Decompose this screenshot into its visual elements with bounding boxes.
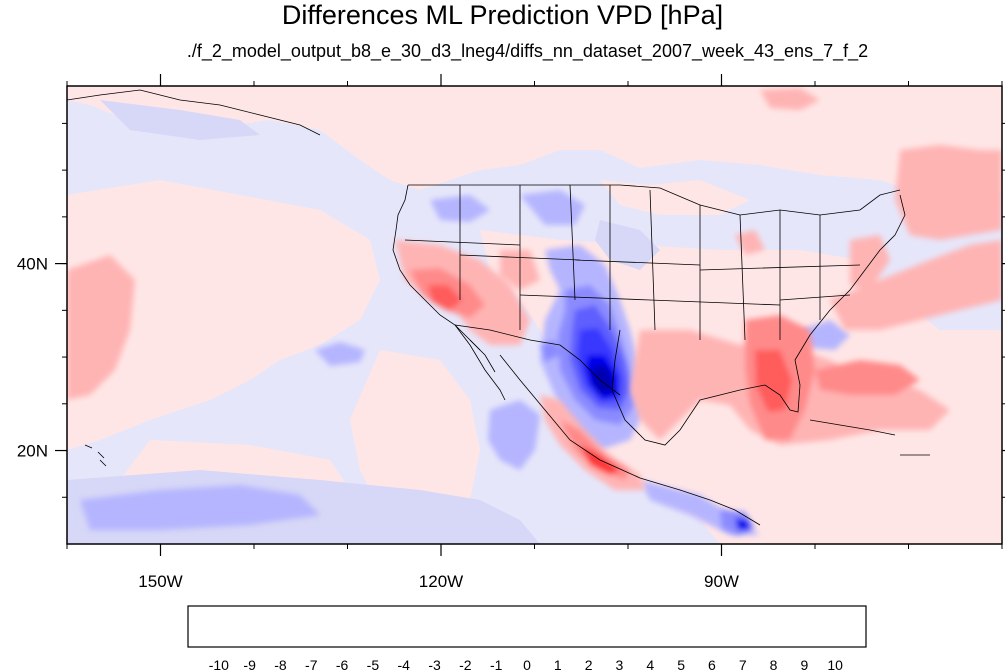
colorbar-label: 9	[800, 657, 808, 672]
colorbar-label: -5	[367, 657, 380, 672]
colorbar-label: 8	[770, 657, 778, 672]
field-warm-anomalies	[67, 88, 1002, 490]
field-cold-spot-central-america	[720, 510, 755, 535]
colorbar-label: 1	[554, 657, 562, 672]
lat-tick-label: 40N	[17, 255, 48, 274]
lon-tick-label: 120W	[419, 572, 463, 591]
coastlines-borders	[67, 89, 930, 526]
lon-ticks: 150W 120W 90W	[66, 74, 1003, 591]
field-cold-anomaly	[540, 245, 645, 450]
colorbar-label: 3	[616, 657, 624, 672]
colorbar-label: 6	[708, 657, 716, 672]
colorbar-label: -7	[305, 657, 318, 672]
colorbar-label: -10	[209, 657, 229, 672]
colorbar-label: -9	[243, 657, 256, 672]
colorbar-label: -8	[274, 657, 287, 672]
lat-ticks: 40N 20N	[17, 122, 1005, 498]
colorbar-label: -3	[428, 657, 441, 672]
colorbar-label: 0	[523, 657, 531, 672]
colorbar-label: -1	[490, 657, 503, 672]
colorbar-label: 7	[739, 657, 747, 672]
colorbar-label: -2	[459, 657, 472, 672]
lat-tick-label: 20N	[17, 442, 48, 461]
colorbar-label: 5	[677, 657, 685, 672]
colorbar-label: -4	[398, 657, 411, 672]
colorbar-label: 2	[585, 657, 593, 672]
colorbar: -10 -9 -8 -7 -6 -5 -4 -3 -2 -1 0 1 2 3 4 5 6 7 8 9 10	[187, 605, 867, 672]
map-title: Differences ML Prediction VPD [hPa]	[281, 0, 724, 30]
map-subtitle: ./f_2_model_output_b8_e_30_d3_lneg4/diff…	[186, 41, 869, 61]
colorbar-frame	[187, 605, 867, 648]
colorbar-label: -6	[336, 657, 349, 672]
map-field	[67, 86, 1002, 544]
colorbar-label: 10	[827, 657, 843, 672]
lon-tick-label: 150W	[138, 572, 182, 591]
lon-tick-label: 90W	[704, 572, 739, 591]
colorbar-label: 4	[646, 657, 654, 672]
